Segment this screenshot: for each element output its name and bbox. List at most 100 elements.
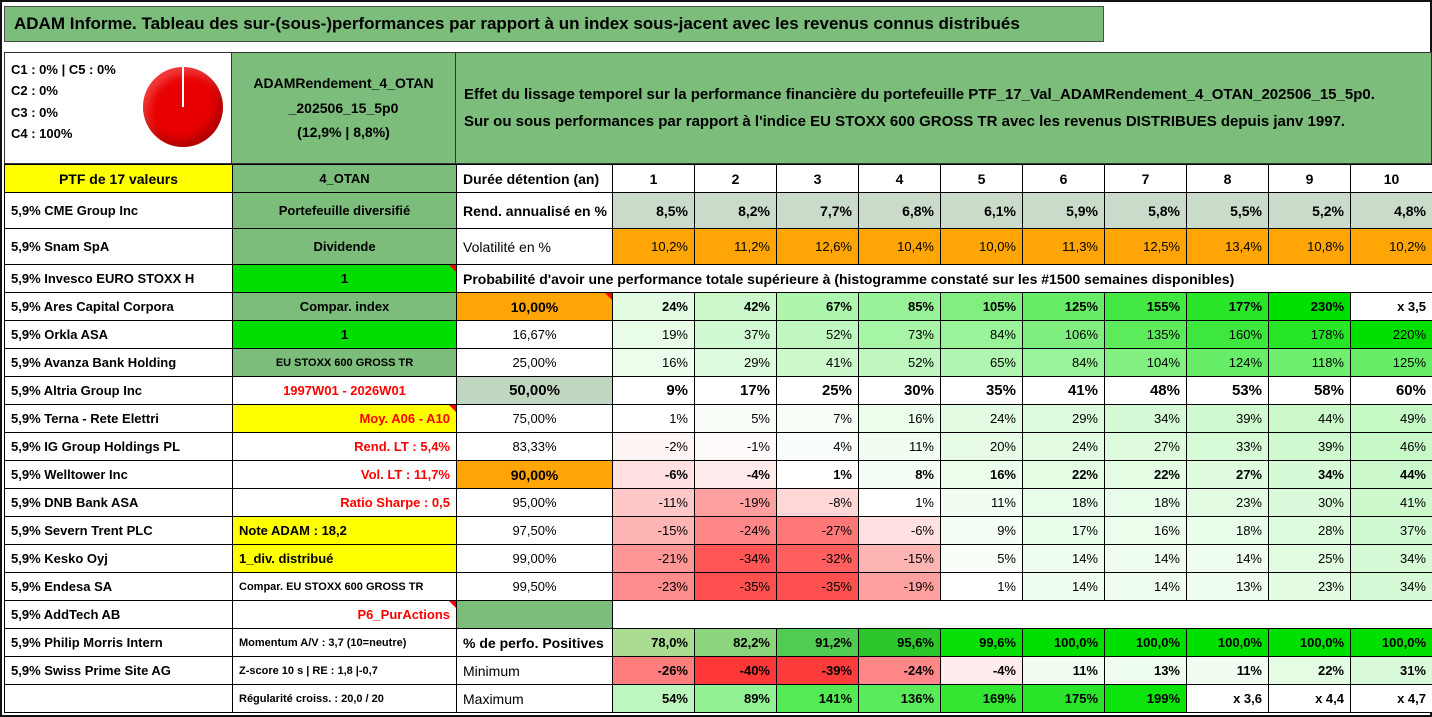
stock-cell[interactable]: 5,9% Snam SpA	[4, 228, 233, 265]
value-cell[interactable]: 49%	[1350, 404, 1432, 433]
param-cell[interactable]: Compar. EU STOXX 600 GROSS TR	[232, 572, 457, 601]
value-cell[interactable]: 169%	[940, 684, 1023, 713]
value-cell[interactable]: -19%	[858, 572, 941, 601]
row-label-cell[interactable]: Rend. annualisé en %	[456, 192, 613, 229]
value-cell[interactable]: -19%	[694, 488, 777, 517]
row-label-cell[interactable]: Minimum	[456, 656, 613, 685]
value-cell[interactable]: 105%	[940, 292, 1023, 321]
param-cell[interactable]: 1997W01 - 2026W01	[232, 376, 457, 405]
row-label-cell[interactable]: 16,67%	[456, 320, 613, 349]
stock-cell[interactable]: 5,9% AddTech AB	[4, 600, 233, 629]
value-cell[interactable]: 10	[1350, 164, 1432, 193]
row-label-cell[interactable]: % de perfo. Positives	[456, 628, 613, 657]
stock-cell[interactable]: 5,9% Orkla ASA	[4, 320, 233, 349]
stock-cell[interactable]: 5,9% Welltower Inc	[4, 460, 233, 489]
value-cell[interactable]: 41%	[1350, 488, 1432, 517]
param-cell[interactable]: 1	[232, 264, 457, 293]
value-cell[interactable]: 118%	[1268, 348, 1351, 377]
value-cell[interactable]: 37%	[694, 320, 777, 349]
stock-cell[interactable]: 5,9% Avanza Bank Holding	[4, 348, 233, 377]
value-cell[interactable]: 22%	[1268, 656, 1351, 685]
value-cell[interactable]: 39%	[1186, 404, 1269, 433]
value-cell[interactable]: 34%	[1350, 544, 1432, 573]
value-cell[interactable]: 65%	[940, 348, 1023, 377]
value-cell[interactable]: 30%	[1268, 488, 1351, 517]
value-cell[interactable]: 35%	[940, 376, 1023, 405]
value-cell[interactable]: 34%	[1104, 404, 1187, 433]
value-cell[interactable]: 11%	[1186, 656, 1269, 685]
value-cell[interactable]: 14%	[1022, 572, 1105, 601]
value-cell[interactable]: 22%	[1022, 460, 1105, 489]
value-cell[interactable]: 9%	[612, 376, 695, 405]
value-cell[interactable]: 42%	[694, 292, 777, 321]
value-cell[interactable]: x 4,7	[1350, 684, 1432, 713]
value-cell[interactable]: 155%	[1104, 292, 1187, 321]
value-cell[interactable]: 25%	[776, 376, 859, 405]
value-cell[interactable]: 135%	[1104, 320, 1187, 349]
param-cell[interactable]: EU STOXX 600 GROSS TR	[232, 348, 457, 377]
value-cell[interactable]: 67%	[776, 292, 859, 321]
stock-cell[interactable]: 5,9% DNB Bank ASA	[4, 488, 233, 517]
value-cell[interactable]: 125%	[1350, 348, 1432, 377]
value-cell[interactable]: 41%	[776, 348, 859, 377]
value-cell[interactable]: 73%	[858, 320, 941, 349]
value-cell[interactable]: 175%	[1022, 684, 1105, 713]
row-label-cell[interactable]: 25,00%	[456, 348, 613, 377]
value-cell[interactable]: 11%	[1022, 656, 1105, 685]
value-cell[interactable]: -15%	[858, 544, 941, 573]
value-cell[interactable]: -39%	[776, 656, 859, 685]
value-cell[interactable]: 60%	[1350, 376, 1432, 405]
value-cell[interactable]: 34%	[1350, 572, 1432, 601]
value-cell[interactable]: 199%	[1104, 684, 1187, 713]
value-cell[interactable]: -26%	[612, 656, 695, 685]
value-cell[interactable]: 29%	[1022, 404, 1105, 433]
value-cell[interactable]: 4%	[776, 432, 859, 461]
value-cell[interactable]: 78,0%	[612, 628, 695, 657]
value-cell[interactable]: -35%	[776, 572, 859, 601]
row-label-cell[interactable]	[456, 600, 613, 629]
value-cell[interactable]: 18%	[1022, 488, 1105, 517]
row-label-cell[interactable]: Maximum	[456, 684, 613, 713]
value-cell[interactable]: 2	[694, 164, 777, 193]
value-cell[interactable]: 16%	[1104, 516, 1187, 545]
value-cell[interactable]: 17%	[694, 376, 777, 405]
value-cell[interactable]	[776, 600, 859, 629]
value-cell[interactable]: -27%	[776, 516, 859, 545]
param-cell[interactable]: Dividende	[232, 228, 457, 265]
value-cell[interactable]: 95,6%	[858, 628, 941, 657]
row-label-cell[interactable]: 90,00%	[456, 460, 613, 489]
value-cell[interactable]: 29%	[694, 348, 777, 377]
value-cell[interactable]: 106%	[1022, 320, 1105, 349]
param-cell[interactable]: Moy. A06 - A10	[232, 404, 457, 433]
value-cell[interactable]	[940, 600, 1023, 629]
value-cell[interactable]: 23%	[1186, 488, 1269, 517]
value-cell[interactable]: 19%	[612, 320, 695, 349]
value-cell[interactable]: 10,2%	[612, 228, 695, 265]
value-cell[interactable]: 11%	[858, 432, 941, 461]
value-cell[interactable]: 10,4%	[858, 228, 941, 265]
value-cell[interactable]: 5	[940, 164, 1023, 193]
value-cell[interactable]: 33%	[1186, 432, 1269, 461]
param-cell[interactable]: 1	[232, 320, 457, 349]
value-cell[interactable]: 7	[1104, 164, 1187, 193]
value-cell[interactable]: 8,2%	[694, 192, 777, 229]
value-cell[interactable]: 7,7%	[776, 192, 859, 229]
value-cell[interactable]	[1350, 600, 1432, 629]
value-cell[interactable]: x 3,5	[1350, 292, 1432, 321]
param-cell[interactable]: Rend. LT : 5,4%	[232, 432, 457, 461]
value-cell[interactable]: 54%	[612, 684, 695, 713]
param-cell[interactable]: Note ADAM : 18,2	[232, 516, 457, 545]
value-cell[interactable]: 100,0%	[1268, 628, 1351, 657]
value-cell[interactable]: 9	[1268, 164, 1351, 193]
param-cell[interactable]: Ratio Sharpe : 0,5	[232, 488, 457, 517]
value-cell[interactable]: 53%	[1186, 376, 1269, 405]
value-cell[interactable]: 17%	[1022, 516, 1105, 545]
value-cell[interactable]: 5%	[694, 404, 777, 433]
row-label-cell[interactable]: 83,33%	[456, 432, 613, 461]
stock-cell[interactable]: 5,9% Kesko Oyj	[4, 544, 233, 573]
value-cell[interactable]: -24%	[694, 516, 777, 545]
value-cell[interactable]: 125%	[1022, 292, 1105, 321]
value-cell[interactable]: 48%	[1104, 376, 1187, 405]
value-cell[interactable]: -11%	[612, 488, 695, 517]
value-cell[interactable]	[1186, 600, 1269, 629]
